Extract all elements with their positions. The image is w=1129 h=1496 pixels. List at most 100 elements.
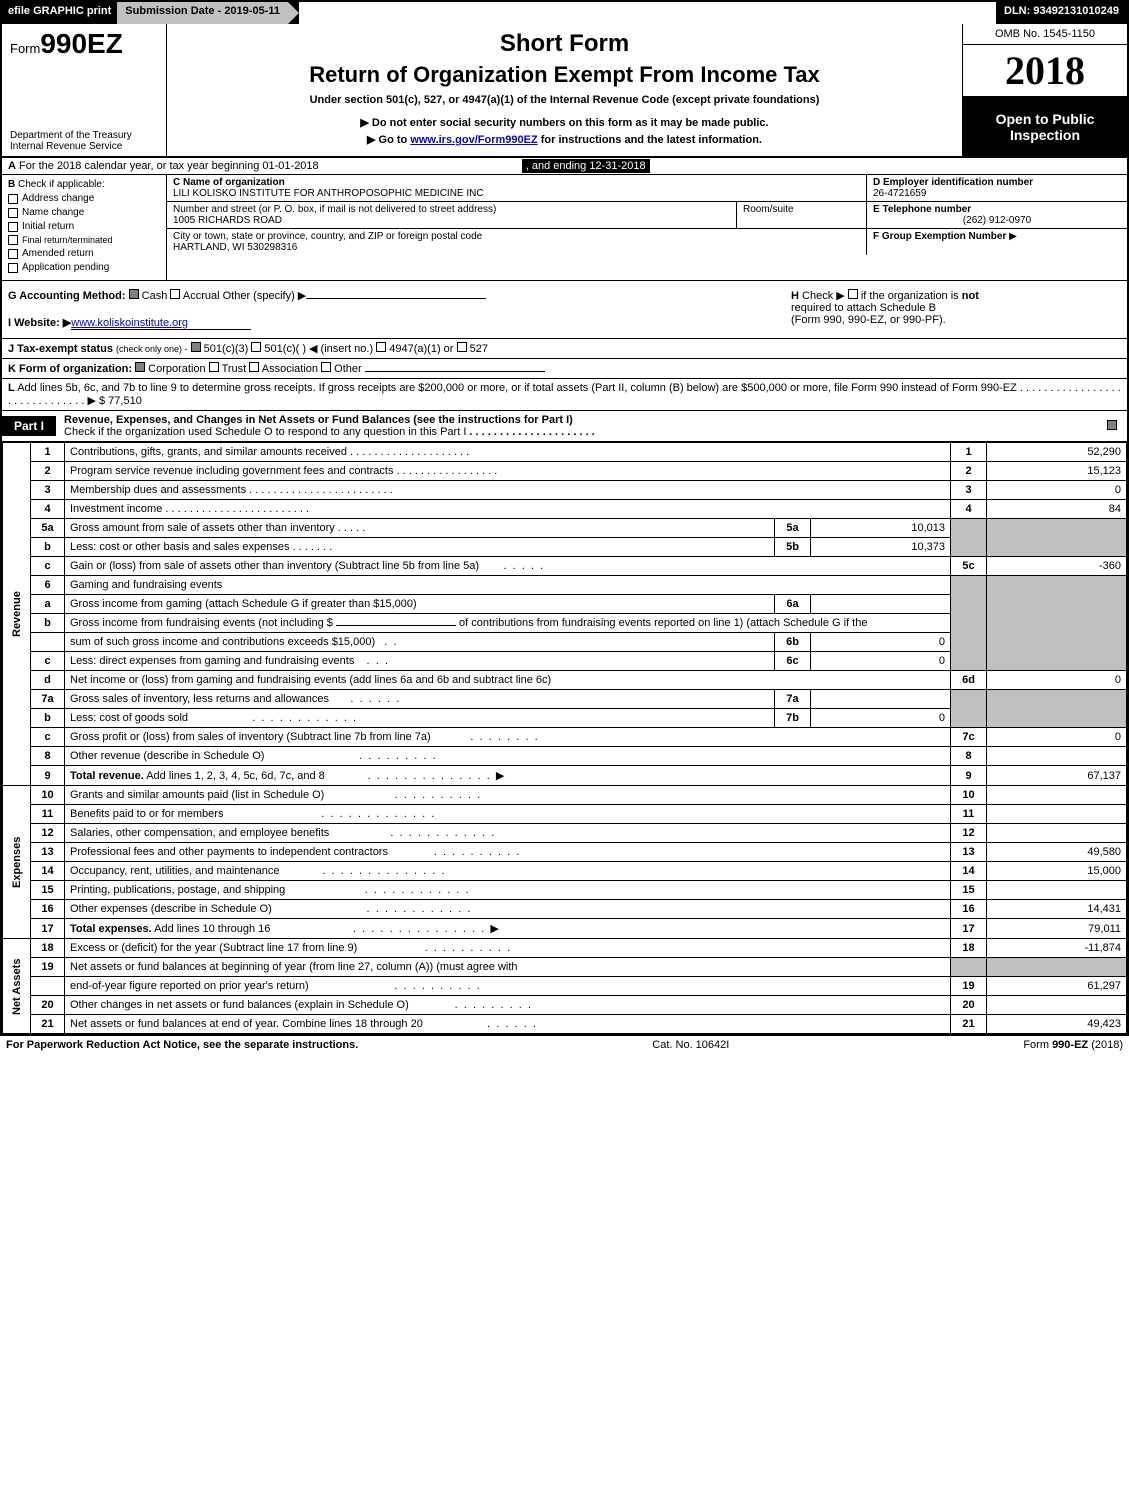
department-label: Department of the Treasury Internal Reve… xyxy=(10,130,158,152)
part1-checkbox[interactable] xyxy=(1107,420,1117,430)
num-6d: d xyxy=(31,671,65,690)
desc-11: Benefits paid to or for members . . . . … xyxy=(65,805,951,824)
midval-5b: 10,373 xyxy=(811,538,951,557)
e-label: E Telephone number xyxy=(873,204,1121,215)
pending-checkbox[interactable] xyxy=(8,263,18,273)
desc-18-text: Excess or (deficit) for the year (Subtra… xyxy=(70,942,357,954)
j-527-checkbox[interactable] xyxy=(457,342,467,352)
j-4947-checkbox[interactable] xyxy=(376,342,386,352)
desc-17: Total expenses. Add lines 10 through 16 … xyxy=(65,919,951,939)
num-9: 9 xyxy=(31,766,65,786)
num-7b: b xyxy=(31,709,65,728)
desc-2: Program service revenue including govern… xyxy=(65,462,951,481)
row-1: Revenue 1 Contributions, gifts, grants, … xyxy=(3,443,1127,462)
row-address: Number and street (or P. O. box, if mail… xyxy=(167,202,1127,229)
row-3: 3 Membership dues and assessments . . . … xyxy=(3,481,1127,500)
accrual-checkbox[interactable] xyxy=(170,289,180,299)
part1-check-text: Check if the organization used Schedule … xyxy=(64,426,466,438)
website-link[interactable]: www.koliskoinstitute.org xyxy=(71,317,251,330)
final-checkbox[interactable] xyxy=(8,235,18,245)
pending-row: Application pending xyxy=(8,262,160,273)
cell-f: F Group Exemption Number ▶ xyxy=(867,229,1127,255)
rval-6-shaded xyxy=(987,576,1127,671)
cell-city: City or town, state or province, country… xyxy=(167,229,867,255)
row-5a: 5a Gross amount from sale of assets othe… xyxy=(3,519,1127,538)
num-8: 8 xyxy=(31,747,65,766)
desc-6a: Gross income from gaming (attach Schedul… xyxy=(65,595,775,614)
k-corp-checkbox[interactable] xyxy=(135,362,145,372)
desc-16: Other expenses (describe in Schedule O) … xyxy=(65,900,951,919)
desc-17-bold: Total expenses. xyxy=(70,923,152,935)
initial-checkbox[interactable] xyxy=(8,222,18,232)
num-14: 14 xyxy=(31,862,65,881)
l-label: L xyxy=(8,382,15,394)
j-opt2: 501(c)( ) ◀ (insert no.) xyxy=(264,343,373,355)
k-assoc: Association xyxy=(262,363,318,375)
rval-6d: 0 xyxy=(987,671,1127,690)
midval-7b: 0 xyxy=(811,709,951,728)
desc-15-text: Printing, publications, postage, and shi… xyxy=(70,884,285,896)
i-label: I Website: ▶ xyxy=(8,317,71,329)
desc-5b: Less: cost or other basis and sales expe… xyxy=(65,538,775,557)
part1-label: Part I xyxy=(2,416,56,436)
row-10: Expenses 10 Grants and similar amounts p… xyxy=(3,786,1127,805)
rval-4: 84 xyxy=(987,500,1127,519)
amended-checkbox[interactable] xyxy=(8,249,18,259)
desc-6b-underline xyxy=(336,625,456,626)
rnum-9: 9 xyxy=(951,766,987,786)
cash-checkbox[interactable] xyxy=(129,289,139,299)
h-text4: (Form 990, 990-EZ, or 990-PF). xyxy=(791,314,946,326)
rval-10 xyxy=(987,786,1127,805)
midval-6c: 0 xyxy=(811,652,951,671)
row-2: 2 Program service revenue including gove… xyxy=(3,462,1127,481)
num-1: 1 xyxy=(31,443,65,462)
h-checkbox[interactable] xyxy=(848,289,858,299)
desc-7c: Gross profit or (loss) from sales of inv… xyxy=(65,728,951,747)
f-arrow: ▶ xyxy=(1009,231,1017,242)
amended-row: Amended return xyxy=(8,248,160,259)
row-c: C Name of organization LILI KOLISKO INST… xyxy=(167,175,1127,202)
j-opt4: 527 xyxy=(470,343,488,355)
num-5b: b xyxy=(31,538,65,557)
page-footer: For Paperwork Reduction Act Notice, see … xyxy=(0,1036,1129,1054)
f-label: F Group Exemption Number xyxy=(873,231,1006,242)
num-20: 20 xyxy=(31,996,65,1015)
j-501c-checkbox[interactable] xyxy=(251,342,261,352)
desc-1: Contributions, gifts, grants, and simila… xyxy=(65,443,951,462)
row-9: 9 Total revenue. Add lines 1, 2, 3, 4, 5… xyxy=(3,766,1127,786)
gh-right: H Check ▶ if the organization is not req… xyxy=(791,289,1121,330)
initial-label: Initial return xyxy=(22,221,74,232)
row-5c: c Gain or (loss) from sale of assets oth… xyxy=(3,557,1127,576)
cell-address: Number and street (or P. O. box, if mail… xyxy=(167,202,737,228)
j-501c3-checkbox[interactable] xyxy=(191,342,201,352)
desc-15: Printing, publications, postage, and shi… xyxy=(65,881,951,900)
rval-21: 49,423 xyxy=(987,1015,1127,1034)
desc-6b-post: of contributions from fundraising events… xyxy=(456,617,868,629)
k-trust-checkbox[interactable] xyxy=(209,362,219,372)
num-16: 16 xyxy=(31,900,65,919)
rval-20 xyxy=(987,996,1127,1015)
line-l: L Add lines 5b, 6c, and 7b to line 9 to … xyxy=(2,379,1127,411)
irs-link[interactable]: www.irs.gov/Form990EZ xyxy=(410,134,537,146)
header-right: OMB No. 1545-1150 2018 Open to Public In… xyxy=(962,24,1127,156)
rnum-11: 11 xyxy=(951,805,987,824)
k-other-checkbox[interactable] xyxy=(321,362,331,372)
row-6: 6 Gaming and fundraising events xyxy=(3,576,1127,595)
footer-right-bold: 990-EZ xyxy=(1052,1039,1088,1051)
rnum-7ab-shaded xyxy=(951,690,987,728)
dept-treasury: Department of the Treasury xyxy=(10,130,158,141)
addr-value: 1005 RICHARDS ROAD xyxy=(173,215,730,226)
inst2-pre: ▶ Go to xyxy=(367,134,410,146)
addr-change-checkbox[interactable] xyxy=(8,194,18,204)
midval-5a: 10,013 xyxy=(811,519,951,538)
k-other-underline xyxy=(365,371,545,372)
rval-7c: 0 xyxy=(987,728,1127,747)
other-label: Other (specify) ▶ xyxy=(223,290,307,302)
h-label: H xyxy=(791,290,799,302)
rnum-19b: 19 xyxy=(951,977,987,996)
desc-6d: Net income or (loss) from gaming and fun… xyxy=(65,671,951,690)
j-text: (check only one) - xyxy=(116,344,188,354)
name-change-checkbox[interactable] xyxy=(8,208,18,218)
k-assoc-checkbox[interactable] xyxy=(249,362,259,372)
h-not: not xyxy=(962,290,979,302)
